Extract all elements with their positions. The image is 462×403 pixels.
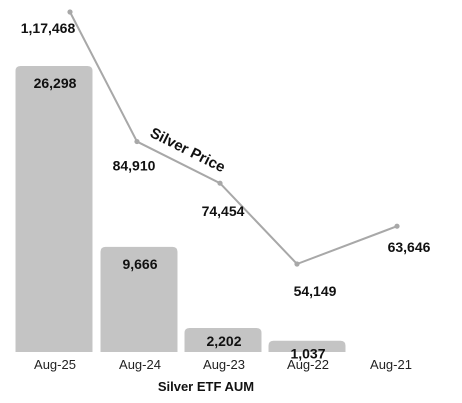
line-value-label: 74,454 <box>202 203 245 219</box>
line-point-aug-25 <box>67 9 73 15</box>
line-value-label: 54,149 <box>294 283 337 299</box>
line-value-label: 1,17,468 <box>21 20 76 36</box>
x-tick-label: Aug-22 <box>287 357 329 372</box>
line-value-label: 84,910 <box>113 158 156 174</box>
x-axis-ticks: Aug-25 Aug-24 Aug-23 Aug-22 Aug-21 <box>34 357 412 372</box>
bar-aug-22 <box>268 340 346 352</box>
x-tick-label: Aug-23 <box>203 357 245 372</box>
line-value-label: 63,646 <box>388 239 431 255</box>
bar-aug-25 <box>15 66 93 352</box>
line-point-aug-22 <box>294 261 300 267</box>
bar-value-label: 1,037 <box>290 346 325 362</box>
bar-aug-23 <box>184 328 262 352</box>
x-tick-label: Aug-25 <box>34 357 76 372</box>
x-axis-label: Silver ETF AUM <box>158 379 254 394</box>
x-tick-label: Aug-21 <box>370 357 412 372</box>
x-tick-label: Aug-24 <box>119 357 161 372</box>
line-point-aug-23 <box>217 180 223 186</box>
silver-price-line <box>69 11 398 266</box>
bar-value-label: 9,666 <box>122 256 157 272</box>
line-point-aug-24 <box>134 138 140 145</box>
bar-aug-24 <box>100 246 178 352</box>
line-point-aug-21 <box>394 223 400 229</box>
bar-value-label: 26,298 <box>34 75 77 91</box>
bar-series <box>15 66 346 352</box>
line-series-name: Silver Price <box>147 124 228 176</box>
line-series <box>67 9 400 267</box>
bar-value-label: 2,202 <box>206 333 241 349</box>
data-labels: 26,298 9,666 2,202 1,037 1,17,468 84,910 74,45… <box>21 20 431 362</box>
